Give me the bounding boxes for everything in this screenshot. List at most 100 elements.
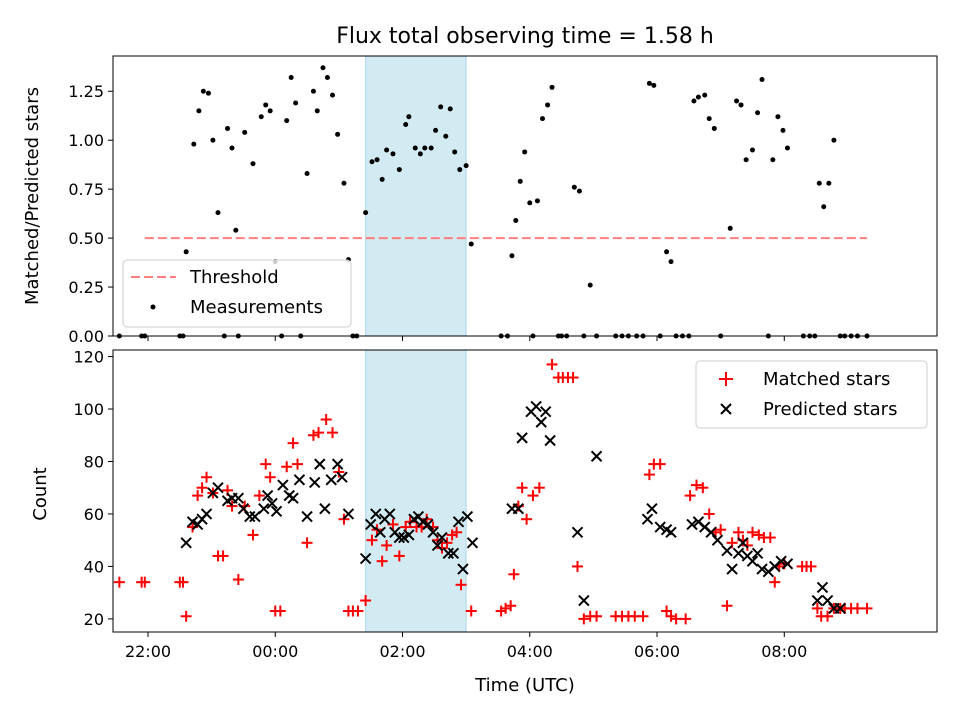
- predicted-star-marker: [301, 510, 313, 523]
- matched-star-marker: [217, 550, 229, 562]
- measurement-point: [509, 253, 515, 259]
- predicted-star-marker: [452, 516, 465, 528]
- measurement-point: [229, 145, 235, 151]
- measurement-point: [242, 129, 248, 135]
- matched-star-marker: [670, 613, 682, 625]
- measurement-point: [403, 122, 409, 128]
- measurement-point: [549, 84, 555, 90]
- predicted-star-marker: [811, 594, 824, 607]
- bottom-y-tick-label: 20: [84, 610, 104, 629]
- legend-matched-label: Matched stars: [763, 369, 890, 390]
- measurement-point: [233, 227, 239, 233]
- measurement-point: [539, 116, 545, 122]
- measurement-point: [452, 149, 458, 155]
- predicted-star-marker: [756, 563, 768, 575]
- predicted-star-marker: [287, 492, 299, 504]
- measurement-point: [341, 180, 347, 186]
- measurement-point: [651, 82, 657, 88]
- measurement-point: [314, 108, 320, 114]
- measurement-point: [417, 151, 423, 157]
- matched-star-marker: [366, 534, 378, 546]
- matched-star-marker: [753, 529, 765, 541]
- predicted-star-marker: [427, 526, 439, 539]
- matched-star-marker: [567, 372, 579, 384]
- matched-star-marker: [578, 613, 590, 625]
- measurement-point: [734, 98, 740, 104]
- measurement-point: [534, 198, 540, 204]
- measurement-point: [320, 65, 326, 71]
- measurement-point: [443, 133, 449, 139]
- measurement-point: [447, 106, 453, 112]
- measurement-point: [438, 104, 444, 110]
- measurement-point: [369, 159, 375, 165]
- measurement-point: [205, 90, 211, 96]
- measurement-point: [293, 100, 299, 106]
- predicted-star-marker: [364, 518, 377, 531]
- predicted-star-marker: [665, 526, 677, 539]
- x-tick-label: 06:00: [634, 642, 680, 661]
- predicted-star-marker: [535, 416, 547, 428]
- measurement-point: [664, 249, 670, 255]
- predicted-star-marker: [654, 521, 666, 533]
- x-axis-label: Time (UTC): [474, 675, 575, 696]
- predicted-star-marker: [200, 508, 213, 520]
- matched-star-marker: [201, 471, 213, 483]
- predicted-star-marker: [393, 531, 406, 544]
- bottom-y-tick-label: 120: [73, 348, 104, 367]
- predicted-star-marker: [249, 510, 261, 523]
- matched-star-marker: [292, 458, 304, 470]
- predicted-star-marker: [270, 505, 283, 518]
- bottom-legend-box: [695, 360, 928, 429]
- measurement-point: [191, 141, 197, 147]
- matched-star-marker: [508, 568, 520, 580]
- matched-star-marker: [715, 524, 727, 536]
- bottom-y-tick-label: 100: [73, 400, 104, 419]
- predicted-star-marker: [336, 471, 348, 483]
- measurement-point: [770, 157, 776, 163]
- top-shaded-band: [365, 55, 467, 337]
- x-tick-label: 22:00: [125, 642, 171, 661]
- measurement-point: [517, 178, 523, 184]
- matched-star-marker: [764, 532, 776, 544]
- measurement-point: [759, 76, 765, 82]
- matched-star-marker: [393, 550, 405, 562]
- predicted-star-marker: [646, 502, 658, 515]
- measurement-point: [406, 114, 412, 120]
- predicted-star-marker: [261, 489, 274, 502]
- measurement-point: [210, 137, 216, 143]
- matched-star-marker: [307, 429, 319, 441]
- legend-predicted-swatch: [720, 403, 732, 415]
- measurement-point: [215, 210, 221, 216]
- predicted-star-marker: [447, 547, 460, 560]
- predicted-star-marker: [237, 502, 250, 515]
- predicted-star-marker: [834, 602, 846, 615]
- predicted-star-marker: [403, 529, 415, 541]
- top-y-tick-label: 0.00: [68, 327, 104, 346]
- matched-star-marker: [769, 576, 781, 588]
- matched-star-marker: [192, 490, 204, 502]
- measurement-point: [200, 88, 206, 94]
- predicted-star-marker: [314, 458, 326, 470]
- measurement-point: [463, 163, 469, 169]
- matched-star-marker: [721, 600, 733, 612]
- top-legend-box: [122, 259, 352, 328]
- top-y-tick-label: 1.25: [68, 82, 104, 101]
- predicted-star-marker: [641, 513, 654, 525]
- measurement-point: [695, 94, 701, 100]
- matched-star-marker: [861, 602, 873, 614]
- matched-star-marker: [274, 605, 286, 617]
- measurement-point: [727, 225, 733, 231]
- predicted-star-marker: [544, 434, 556, 447]
- predicted-star-marker: [277, 479, 289, 491]
- measurement-point: [691, 98, 697, 104]
- predicted-star-marker: [319, 502, 331, 515]
- top-panel: 0.00 0.25 0.50 0.75 1.00 1.25 Matched/Predict…: [22, 55, 938, 346]
- predicted-star-marker: [726, 563, 738, 575]
- predicted-star-marker: [232, 492, 245, 504]
- measurement-point: [225, 125, 231, 131]
- matched-star-marker: [465, 605, 477, 617]
- matched-star-marker: [637, 610, 649, 622]
- predicted-star-marker: [325, 474, 337, 486]
- matched-star-marker: [253, 490, 265, 502]
- measurement-point: [258, 114, 264, 120]
